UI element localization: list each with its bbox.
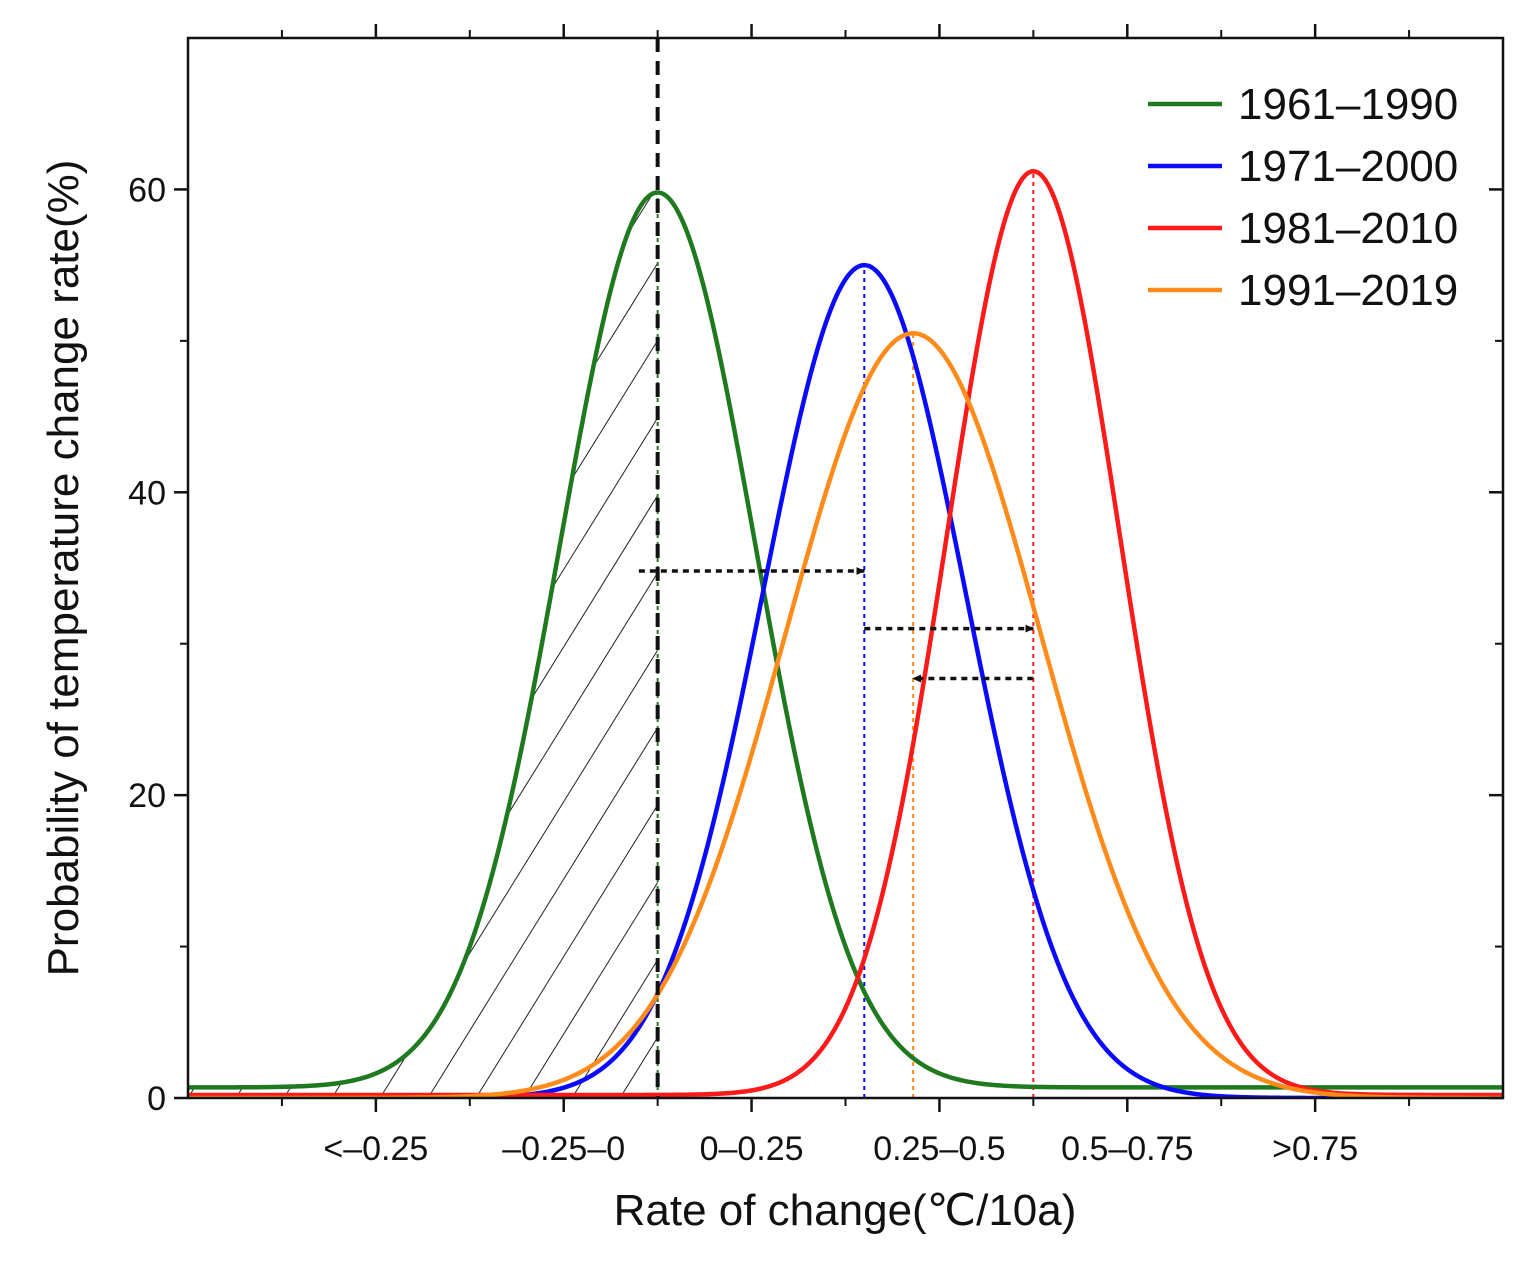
x-tick-label: –0.25–0 <box>502 1130 625 1168</box>
hatch-line <box>188 192 658 1098</box>
hatch-line <box>0 98 40 1098</box>
y-tick-label: 40 <box>128 474 166 512</box>
series-line-3 <box>188 169 1503 1098</box>
plot-frame <box>186 36 1505 1100</box>
x-tick-label: >0.75 <box>1272 1130 1358 1168</box>
y-tick-label: 20 <box>128 777 166 815</box>
x-tick-label: 0.25–0.5 <box>873 1130 1005 1168</box>
series-line-4 <box>188 331 1503 1098</box>
hatch-line <box>0 98 184 1098</box>
hatch-line <box>427 192 658 1098</box>
hatch-line <box>1484 98 1530 1098</box>
hatch-line <box>619 192 658 1098</box>
legend-label-4: 1991–2019 <box>1238 266 1458 315</box>
y-tick-label: 0 <box>147 1080 166 1118</box>
shift-arrows <box>638 567 1035 683</box>
hatch-line <box>379 192 658 1098</box>
hatch-line <box>523 192 658 1098</box>
series-line-2 <box>188 262 1503 1098</box>
series-line-1 <box>188 190 1503 1090</box>
hatch-line <box>475 192 658 1098</box>
x-tick-label: 0–0.25 <box>700 1130 804 1168</box>
x-tick-label: <–0.25 <box>323 1130 428 1168</box>
y-axis-title: Probability of temperature change rate(%… <box>39 160 88 977</box>
x-tick-label: 0.5–0.75 <box>1061 1130 1193 1168</box>
y-tick-label: 60 <box>128 171 166 209</box>
hatch-line <box>331 192 658 1098</box>
legend-label-2: 1971–2000 <box>1238 142 1458 191</box>
hatch-line <box>188 192 658 1098</box>
axes <box>174 24 1505 1112</box>
legend: 1961–1990 1971–2000 1981–2010 1991–2019 <box>1148 80 1458 315</box>
legend-label-1: 1961–1990 <box>1238 80 1458 129</box>
legend-label-3: 1981–2010 <box>1238 204 1458 253</box>
hatch-line <box>188 192 617 1098</box>
hatch-line <box>188 192 233 1098</box>
hatch-line <box>188 192 658 1098</box>
hatch-line <box>571 192 658 1098</box>
hatch-line <box>188 192 658 1098</box>
x-axis-title: Rate of change(℃/10a) <box>614 1186 1077 1235</box>
tick-labels: 0 20 40 60 <–0.25 –0.25–0 0–0.25 0.25–0.5 0.5–0.… <box>128 171 1358 1168</box>
hatch-line <box>283 192 658 1098</box>
peak-guides <box>656 171 1035 1098</box>
